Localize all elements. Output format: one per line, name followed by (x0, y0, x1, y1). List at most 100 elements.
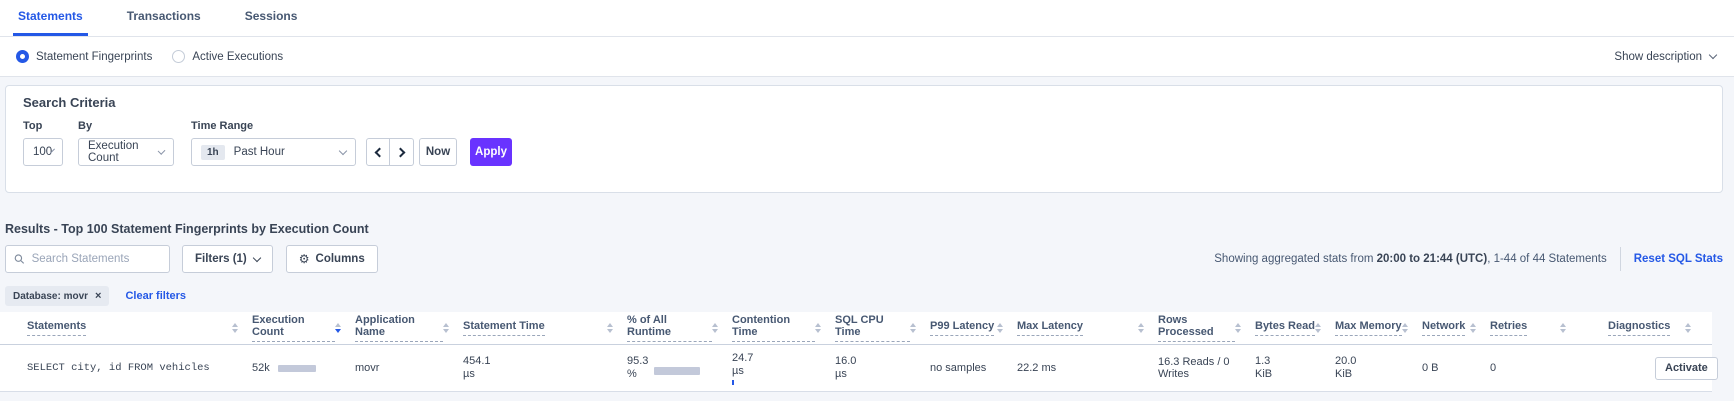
time-range-value: Past Hour (233, 146, 285, 158)
radio-label: Statement Fingerprints (36, 50, 153, 63)
clear-filters-link[interactable]: Clear filters (125, 290, 186, 302)
execution-count-cell: 52k (252, 345, 355, 391)
search-input[interactable] (31, 253, 161, 265)
pct-runtime-cell: 95.3 % (627, 345, 732, 391)
top-label: Top (23, 120, 43, 132)
sort-icon[interactable] (712, 323, 718, 333)
stats-time-range: 20:00 to 21:44 (UTC) (1376, 253, 1488, 265)
filters-button[interactable]: Filters (1) (182, 245, 273, 273)
page-tabbar: Statements Transactions Sessions (0, 0, 1734, 37)
col-header-diagnostics[interactable]: Diagnostics (1580, 312, 1705, 344)
col-header-application-name[interactable]: Application Name (355, 312, 463, 344)
gear-icon: ⚙ (298, 252, 310, 266)
sort-icon[interactable] (1402, 323, 1408, 333)
statements-table: Statements Execution Count Application N… (0, 312, 1718, 392)
col-header-retries[interactable]: Retries (1490, 312, 1580, 344)
sort-icon[interactable] (607, 323, 613, 333)
sort-icon[interactable] (1560, 323, 1566, 333)
apply-button[interactable]: Apply (470, 138, 512, 166)
sort-icon[interactable] (1315, 323, 1321, 333)
time-range-badge: 1h (201, 144, 225, 160)
sort-icon[interactable] (232, 323, 238, 333)
chevron-down-icon (252, 253, 262, 262)
diagnostics-cell: Activate (1580, 345, 1718, 391)
chevron-down-icon (338, 146, 348, 155)
sort-icon[interactable] (910, 323, 916, 333)
stats-area: Showing aggregated stats from 20:00 to 2… (1214, 247, 1723, 271)
contention-time-cell: 24.7 µs (732, 345, 835, 391)
col-header-network[interactable]: Network (1422, 312, 1490, 344)
search-criteria-card: Search Criteria Top 100 By Execution Cou… (5, 85, 1723, 193)
show-description-toggle[interactable]: Show description (1614, 50, 1718, 63)
table-row[interactable]: SELECT city, id FROM vehicles 52k movr 4… (0, 345, 1718, 392)
pct-runtime-bar (654, 367, 701, 375)
col-header-sql-cpu-time[interactable]: SQL CPU Time (835, 312, 930, 344)
table-header-row: Statements Execution Count Application N… (0, 312, 1712, 345)
activate-diagnostics-button[interactable]: Activate (1655, 356, 1718, 380)
tab-sessions[interactable]: Sessions (244, 9, 298, 23)
col-header-rows-processed[interactable]: Rows Processed (1158, 312, 1255, 344)
tab-statements[interactable]: Statements (13, 9, 88, 36)
columns-button[interactable]: ⚙ Columns (285, 245, 378, 273)
max-latency-cell: 22.2 ms (1017, 362, 1057, 374)
radio-unselected-icon[interactable] (172, 50, 186, 63)
show-description-label: Show description (1614, 50, 1702, 63)
chevron-right-icon (395, 147, 405, 157)
search-icon (14, 254, 25, 264)
radio-label: Active Executions (192, 50, 284, 63)
sort-icon[interactable] (1235, 323, 1241, 333)
columns-button-label: Columns (315, 253, 365, 265)
statement-search-box[interactable] (5, 245, 170, 273)
by-select-value: Execution Count (88, 140, 139, 164)
col-header-pct-runtime[interactable]: % of All Runtime (627, 312, 732, 344)
col-header-p99-latency[interactable]: P99 Latency (930, 312, 1017, 344)
sort-icon[interactable] (815, 323, 821, 333)
contention-bar (732, 379, 734, 385)
col-header-bytes-read[interactable]: Bytes Read (1255, 312, 1335, 344)
sort-icon-active[interactable] (335, 323, 341, 333)
aggregated-stats-text: Showing aggregated stats from 20:00 to 2… (1214, 253, 1607, 265)
view-toggle-row: Statement Fingerprints Active Executions… (0, 37, 1734, 77)
chevron-down-icon (1708, 50, 1718, 60)
sort-icon[interactable] (1138, 323, 1144, 333)
col-header-max-latency[interactable]: Max Latency (1017, 312, 1158, 344)
col-header-execution-count[interactable]: Execution Count (252, 312, 355, 344)
by-field: By Execution Count (78, 120, 174, 166)
retries-cell: 0 (1490, 362, 1497, 374)
filter-pill-database[interactable]: Database: movr × (5, 286, 110, 306)
chevron-left-icon (374, 147, 385, 157)
view-radio-group: Statement Fingerprints Active Executions (16, 50, 303, 63)
rows-processed-cell: 16.3 Reads / 0 Writes (1158, 356, 1230, 380)
radio-statement-fingerprints[interactable]: Statement Fingerprints (16, 50, 152, 63)
time-range-select[interactable]: 1h Past Hour (191, 138, 356, 166)
divider (1619, 247, 1621, 271)
filters-button-label: Filters (1) (195, 253, 247, 265)
by-select[interactable]: Execution Count (78, 138, 174, 166)
close-icon[interactable]: × (95, 289, 102, 302)
col-header-contention-time[interactable]: Contention Time (732, 312, 835, 344)
radio-active-executions[interactable]: Active Executions (172, 50, 283, 63)
p99-latency-cell: no samples (930, 362, 987, 374)
now-button[interactable]: Now (419, 138, 457, 166)
active-filters-row: Database: movr × Clear filters (5, 286, 1734, 306)
reset-sql-stats-link[interactable]: Reset SQL Stats (1633, 253, 1723, 265)
time-range-label: Time Range (191, 120, 254, 132)
results-title: Results - Top 100 Statement Fingerprints… (5, 222, 369, 236)
col-header-statements[interactable]: Statements (27, 312, 252, 344)
tab-transactions[interactable]: Transactions (126, 9, 201, 23)
sort-icon[interactable] (997, 323, 1003, 333)
sort-icon[interactable] (1685, 323, 1691, 333)
statement-time-cell: 454.1 µs (463, 355, 491, 380)
sort-icon[interactable] (1470, 323, 1476, 333)
col-header-statement-time[interactable]: Statement Time (463, 312, 627, 344)
top-select[interactable]: 100 (23, 138, 63, 166)
time-prev-button[interactable] (366, 138, 390, 166)
radio-selected-icon[interactable] (16, 50, 29, 63)
results-controls-row: Filters (1) ⚙ Columns Showing aggregated… (5, 245, 1723, 273)
sort-icon[interactable] (443, 323, 449, 333)
col-header-max-memory[interactable]: Max Memory (1335, 312, 1422, 344)
search-criteria-form: Top 100 By Execution Count Time Range 1h… (23, 120, 1705, 166)
top-select-value: 100 (33, 146, 53, 158)
statement-cell[interactable]: SELECT city, id FROM vehicles (27, 362, 210, 374)
time-next-button[interactable] (390, 138, 414, 166)
